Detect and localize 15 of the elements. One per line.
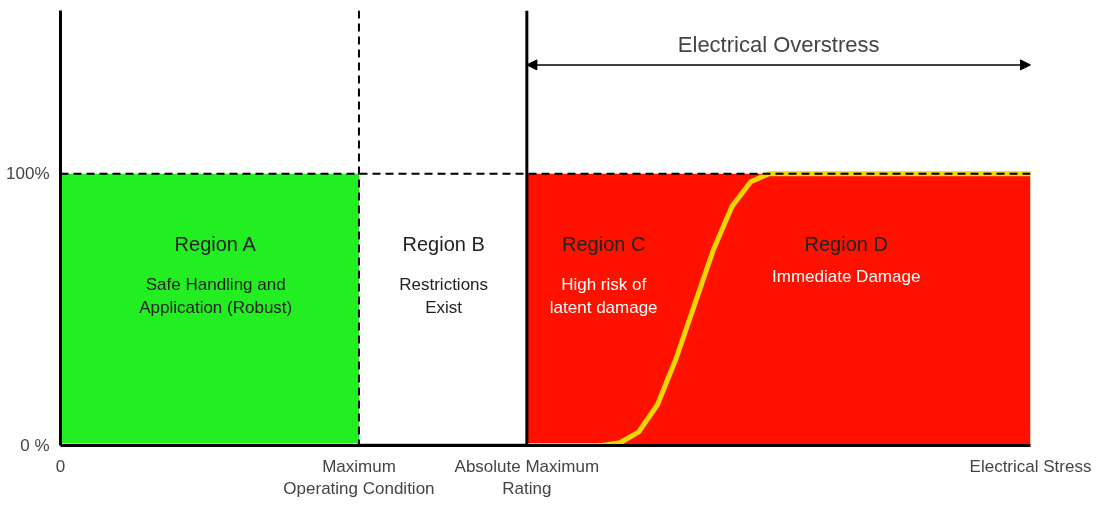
x-tick-label: 0 [55, 456, 66, 476]
annotation: Region D [804, 233, 888, 256]
annotation: Electrical Overstress [677, 31, 880, 57]
annotation: Region A [174, 233, 257, 256]
annotation: Region B [402, 233, 485, 256]
y-tick-label: 100% [6, 164, 50, 184]
x-tick-label: Electrical Stress [969, 456, 1092, 476]
annotation: Region C [562, 233, 646, 256]
annotation: Safe Handling and Application (Robust) [139, 275, 293, 317]
x-tick-label: Maximum Operating Condition [283, 456, 435, 499]
annotation: High risk of latent damage [549, 275, 658, 317]
y-tick-label: 0 % [20, 436, 50, 455]
annotation: Restrictions Exist [399, 275, 489, 317]
annotation: Immediate Damage [772, 267, 921, 287]
x-tick-label: Absolute Maximum Rating [454, 456, 600, 499]
